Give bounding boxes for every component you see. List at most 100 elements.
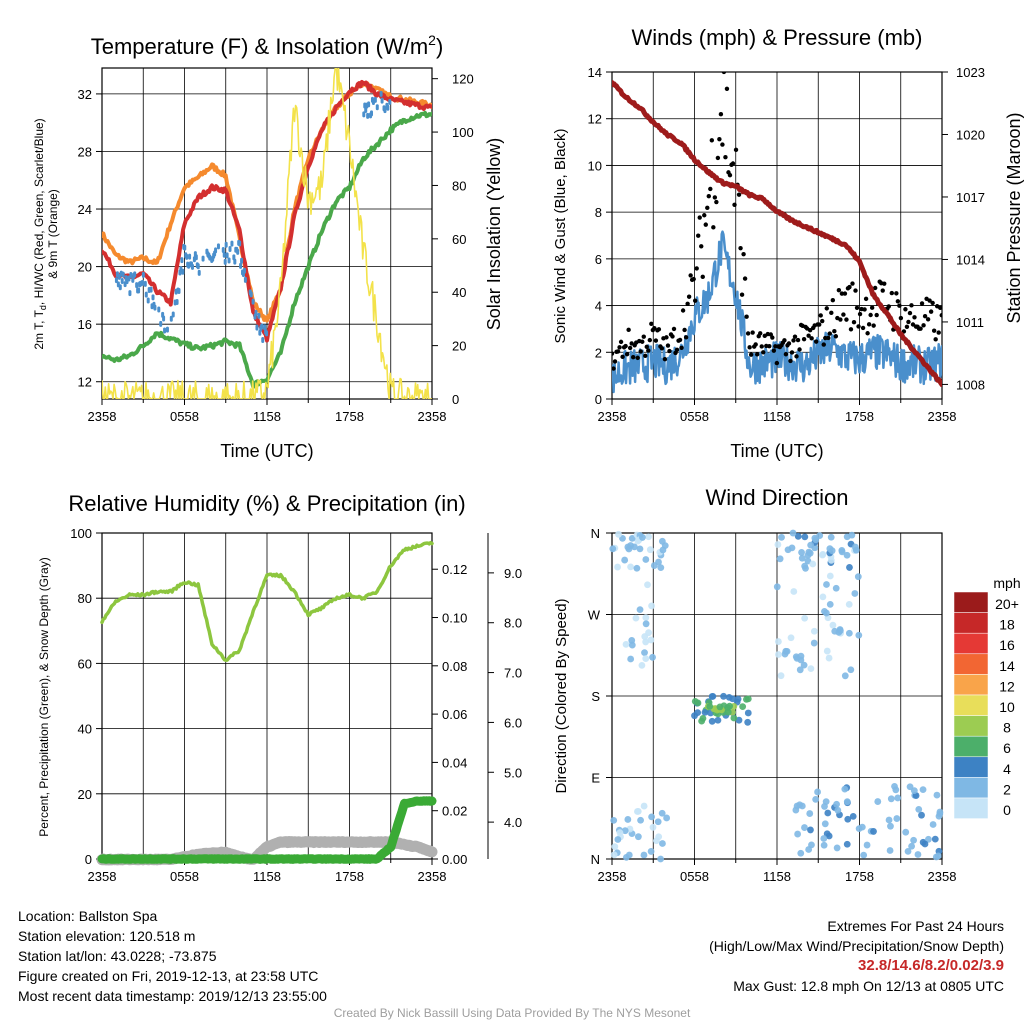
direction-point <box>625 545 633 553</box>
series-wc-point <box>163 327 167 334</box>
series-wc-point <box>190 263 194 270</box>
series-gust-point <box>928 309 934 314</box>
direction-point <box>659 840 666 847</box>
series-wc-point <box>177 287 181 294</box>
direction-point <box>908 842 916 850</box>
direction-point <box>708 717 716 725</box>
y-tick-label: 28 <box>78 144 92 159</box>
series-wc-point <box>114 277 118 284</box>
y2-tick-label: 60 <box>452 232 466 247</box>
direction-point <box>649 823 657 831</box>
series-wc-point <box>222 251 226 258</box>
humidity-title: Relative Humidity (%) & Precipitation (i… <box>68 491 465 516</box>
series-gust-point <box>919 301 925 306</box>
y-tick-label: 40 <box>78 722 92 737</box>
legend-label: 0 <box>1003 802 1011 818</box>
series-wc-point <box>227 257 231 264</box>
series-wc-point <box>379 90 383 97</box>
y-tick-label: N <box>591 526 600 541</box>
series-gust-point <box>851 320 857 325</box>
direction-point <box>734 695 742 703</box>
series-wc-point <box>159 320 163 327</box>
recent-timestamp: Most recent data timestamp: 2019/12/13 2… <box>18 988 327 1004</box>
series-gust-point <box>771 348 777 353</box>
series-gust-point <box>759 344 764 349</box>
direction-point <box>657 564 665 572</box>
y2-tick-label: 0.00 <box>442 852 467 867</box>
series-gust-point <box>786 341 792 346</box>
series-gust-point <box>733 147 739 153</box>
series-gust-point <box>872 285 878 291</box>
series-wc-point <box>238 240 242 247</box>
y2-axis-label: Solar Insolation (Yellow) <box>484 138 504 330</box>
direction-point <box>744 718 752 726</box>
series-gust-point <box>927 298 932 303</box>
series-gust-point <box>904 324 910 329</box>
series-wc-point <box>128 290 132 297</box>
figure-created: Figure created on Fri, 2019-12-13, at 23… <box>18 968 319 984</box>
direction-point <box>823 609 830 617</box>
series-gust-point <box>623 343 628 349</box>
x-tick-label: 0558 <box>680 409 709 424</box>
series-gust-point <box>847 284 852 290</box>
legend-swatch <box>953 632 989 655</box>
direction-point <box>931 835 939 843</box>
direction-point <box>838 548 846 556</box>
direction-point <box>640 802 648 810</box>
station-elevation: Station elevation: 120.518 m <box>18 928 196 944</box>
series-gust-point <box>820 318 825 324</box>
extremes-values: 32.8/14.6/8.2/0.02/3.9 <box>858 957 1004 974</box>
series-wind <box>612 230 942 394</box>
series-gust-point <box>774 360 780 366</box>
direction-point <box>794 830 802 838</box>
direction-point <box>904 847 912 855</box>
x-tick-label: 1158 <box>253 409 281 424</box>
series-gust-point <box>792 334 798 339</box>
series-wc-point <box>169 315 173 322</box>
series-gust-point <box>782 338 787 343</box>
y2-tick-label: 120 <box>452 72 474 87</box>
direction-point <box>744 709 752 717</box>
y-tick-label: 6 <box>595 252 602 267</box>
series-wc-point <box>240 257 244 264</box>
series-wc-point <box>165 326 169 333</box>
y3-tick-label: 7.0 <box>504 666 522 681</box>
direction-point <box>634 833 642 841</box>
y3-tick-label: 9.0 <box>504 566 522 581</box>
direction-point <box>834 806 842 814</box>
y-tick-label: S <box>591 689 600 704</box>
direction-point <box>648 602 655 610</box>
direction-point <box>914 851 922 858</box>
series-gust-point <box>824 306 829 311</box>
direction-point <box>833 800 840 808</box>
series-gust-point <box>700 274 705 280</box>
direction-point <box>826 600 834 608</box>
series-gust-point <box>670 334 675 339</box>
series-gust-point <box>818 313 823 318</box>
legend-label: 6 <box>1003 740 1011 756</box>
series-wc-point <box>375 104 379 111</box>
y-axis-label: 2m T, Td, HI/WC (Red, Green, Scarlet/Blu… <box>32 118 48 349</box>
series-gust-point <box>826 335 831 341</box>
y-tick-label: E <box>591 771 600 786</box>
series-gust-point <box>903 307 908 312</box>
series-gust-point <box>748 352 754 357</box>
series-gust-point <box>694 266 699 271</box>
y-tick-label: 20 <box>78 787 92 802</box>
direction-point <box>807 665 815 673</box>
series-gust-point <box>753 342 758 347</box>
series-wc-point <box>197 269 201 276</box>
y2-tick-label: 20 <box>452 339 466 354</box>
direction-point <box>611 843 619 851</box>
y3-tick-label: 4.0 <box>504 815 522 830</box>
direction-point <box>915 805 923 813</box>
series-wc-point <box>135 282 139 289</box>
direction-point <box>855 631 863 639</box>
direction-point <box>805 846 813 853</box>
series-wc-point <box>258 329 262 336</box>
direction-point <box>627 563 634 571</box>
series-gust-point <box>880 288 885 293</box>
series-gust-point <box>718 112 724 117</box>
direction-point <box>891 782 898 790</box>
